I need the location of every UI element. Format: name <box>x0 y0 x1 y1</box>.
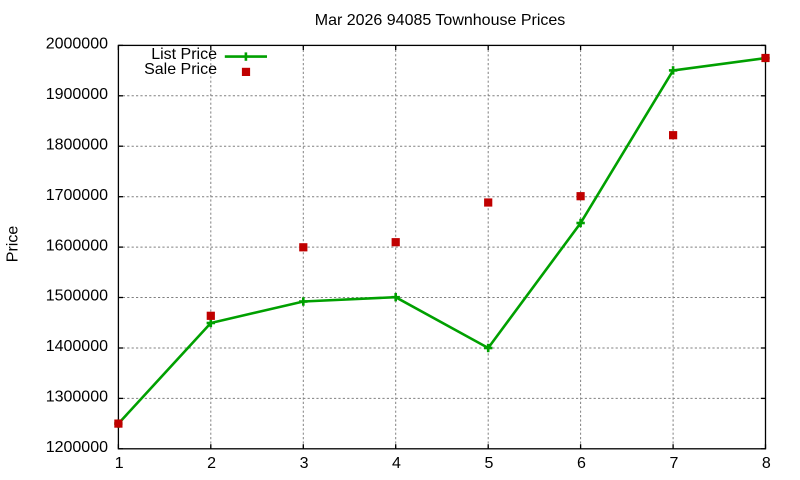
svg-text:1200000: 1200000 <box>46 439 108 456</box>
svg-text:6: 6 <box>577 455 586 472</box>
svg-text:5: 5 <box>485 455 494 472</box>
svg-text:1900000: 1900000 <box>46 86 108 103</box>
svg-text:2: 2 <box>207 455 216 472</box>
svg-text:1800000: 1800000 <box>46 136 108 153</box>
svg-text:8: 8 <box>762 455 771 472</box>
svg-text:1600000: 1600000 <box>46 237 108 254</box>
svg-text:2000000: 2000000 <box>46 36 108 53</box>
svg-text:3: 3 <box>300 455 309 472</box>
svg-text:Mar 2026 94085 Townhouse Price: Mar 2026 94085 Townhouse Prices <box>315 12 566 29</box>
svg-text:1300000: 1300000 <box>46 389 108 406</box>
svg-text:7: 7 <box>669 455 678 472</box>
svg-text:List Price: List Price <box>151 46 217 63</box>
svg-text:Price: Price <box>5 226 22 263</box>
svg-text:1400000: 1400000 <box>46 338 108 355</box>
svg-text:1: 1 <box>115 455 124 472</box>
svg-text:1500000: 1500000 <box>46 288 108 305</box>
svg-text:Sale Price: Sale Price <box>144 61 217 78</box>
svg-text:1700000: 1700000 <box>46 187 108 204</box>
svg-text:4: 4 <box>392 455 401 472</box>
